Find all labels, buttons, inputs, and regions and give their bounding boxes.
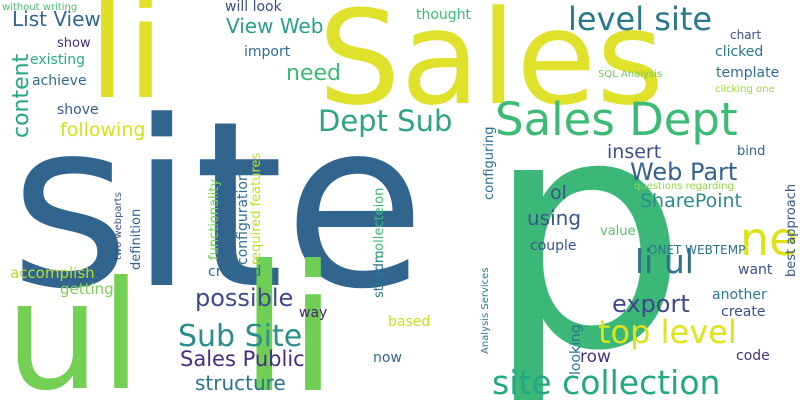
word-row: row [580, 347, 611, 367]
word-clicked: clicked [715, 44, 763, 60]
word-show: show [57, 36, 91, 51]
word-configuring: configuring [482, 127, 497, 200]
word-another: another [712, 287, 767, 303]
word-without-writing: without writing [2, 2, 77, 13]
word-sales: Sales [318, 0, 664, 134]
word-web-part: Web Part [630, 158, 737, 186]
word-list-view: List View [12, 7, 101, 31]
word-code: code [736, 348, 770, 364]
word-p: p [485, 49, 688, 400]
word-using: using [527, 206, 581, 230]
word-content: content [9, 53, 34, 138]
word-couple: couple [530, 238, 577, 254]
word-shove: shove [57, 102, 99, 118]
word-definition: definition [129, 209, 144, 270]
word-looking: looking [568, 324, 584, 375]
word-onet-webtemp: ONET WEBTEMP [648, 243, 745, 257]
word-view-web: View Web [226, 14, 323, 38]
word-template: template [716, 65, 779, 81]
word-import: import [244, 44, 291, 60]
word-site: site [10, 73, 425, 340]
word-sql-analysis: SQL Analysis [598, 69, 662, 80]
word-functionality: functionality [207, 179, 222, 260]
word-new: new [740, 212, 800, 266]
word-export: export [612, 290, 690, 318]
word-way: way [299, 305, 327, 321]
word-insert: insert [607, 141, 661, 163]
word-accomplish: accomplish [10, 264, 95, 282]
word-li: li [88, 0, 165, 130]
word-best-approach: best approach [784, 184, 799, 277]
word-need: need [286, 61, 341, 86]
word-questions-regarding: questions regarding [634, 181, 734, 192]
word-ul: ul [5, 250, 142, 400]
word-collecteion: collecteion [372, 188, 387, 258]
word-sub-site: Sub Site [178, 319, 302, 354]
word-chart: chart [730, 28, 761, 42]
word-required-features: required features [249, 152, 264, 265]
word-sales-dept: Sales Dept [495, 93, 738, 146]
word-existing: existing [30, 52, 85, 68]
word-top-level: top level [598, 313, 737, 351]
word-site-collection: site collection [492, 363, 720, 400]
word-analysis-services: Analysis Services [480, 267, 491, 354]
word-clicking-one: clicking one [715, 84, 775, 95]
word-stsadm: stsadm [372, 250, 387, 298]
word-value: value [600, 224, 636, 239]
word-getting: getting [60, 280, 114, 298]
word-structure: structure [195, 371, 286, 395]
word-thought: thought [416, 7, 472, 23]
word-sales-public: Sales Public [180, 347, 305, 371]
word-dept-sub: Dept Sub [318, 104, 452, 138]
word-ol: ol [550, 182, 567, 204]
word-based: based [388, 314, 430, 330]
word-level-site: level site [568, 0, 712, 38]
word-want: want [738, 262, 773, 278]
word-sharepoint: SharePoint [640, 190, 742, 212]
word-create: create [721, 304, 765, 320]
word-li-ul: li ul [635, 242, 694, 281]
word-achieve: achieve [32, 73, 87, 89]
word-two-webparts: two webparts [113, 192, 124, 260]
word-configuration: configuration [235, 172, 251, 265]
word-will-look: will look [225, 0, 283, 15]
word-possible: possible [195, 284, 293, 312]
word-following: following [60, 119, 145, 141]
word-li: li [240, 229, 337, 400]
word-now: now [373, 350, 402, 366]
word-created: created [208, 264, 261, 280]
word-bind: bind [737, 144, 765, 159]
